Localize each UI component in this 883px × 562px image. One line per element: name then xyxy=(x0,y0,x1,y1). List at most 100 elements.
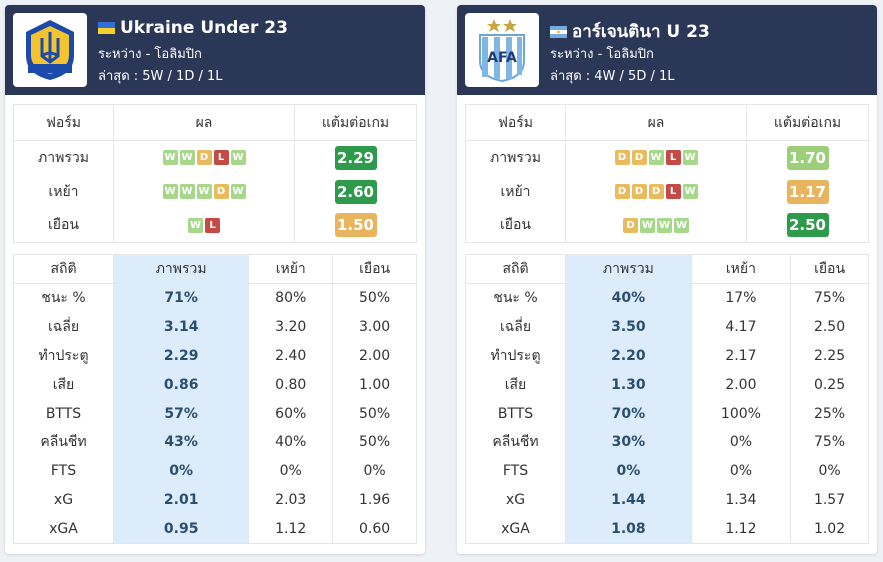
ppg-header: แต้มต่อเกม xyxy=(294,104,417,141)
result-pill: W xyxy=(648,150,664,166)
stat-overall: 40% xyxy=(565,283,692,313)
stat-home: 1.12 xyxy=(248,514,333,544)
table-row: ทำประตู 2.29 2.40 2.00 xyxy=(14,341,417,371)
overall-header: ภาพรวม xyxy=(112,254,249,284)
stat-home: 2.00 xyxy=(690,370,791,400)
ppg-cell: 1.17 xyxy=(746,174,869,209)
stat-away: 0% xyxy=(790,456,869,486)
stat-home: 4.17 xyxy=(690,312,791,342)
stat-overall: 43% xyxy=(112,427,249,457)
stat-away: 2.25 xyxy=(790,341,869,371)
away-header: เยือน xyxy=(790,254,869,284)
stat-home: 3.20 xyxy=(248,312,333,342)
stats-header: สถิติ xyxy=(465,254,566,284)
away-header: เยือน xyxy=(332,254,417,284)
ppg-badge: 2.29 xyxy=(334,145,377,170)
home-header: เหย้า xyxy=(690,254,791,284)
stat-label: BTTS xyxy=(497,405,534,422)
table-row: เฉลี่ย 3.50 4.17 2.50 xyxy=(466,312,869,342)
stat-overall: 0.95 xyxy=(112,514,249,544)
result-pill: W xyxy=(230,184,246,199)
competition-text: ระหว่าง - โอลิมปิก xyxy=(98,47,202,62)
stat-home: 0% xyxy=(690,427,791,457)
team-header: Ukraine Under 23 ระหว่าง - โอลิมปิก ล่าส… xyxy=(5,5,425,95)
table-row: ทำประตู 2.20 2.17 2.25 xyxy=(466,341,869,371)
afa-crest-text: AFA xyxy=(487,50,517,66)
table-row: xG 2.01 2.03 1.96 xyxy=(14,485,417,515)
stat-away: 0% xyxy=(332,456,417,486)
ukraine-federation-crest-icon xyxy=(26,20,74,80)
stat-label: เฉลี่ย xyxy=(499,318,532,335)
form-header: ฟอร์ม xyxy=(13,104,114,141)
stat-away: 0.25 xyxy=(790,370,869,400)
stat-overall: 0.86 xyxy=(112,370,249,400)
stat-label: เสีย xyxy=(504,376,527,393)
table-row: FTS 0% 0% 0% xyxy=(14,456,417,486)
stat-away: 1.00 xyxy=(332,370,417,400)
stat-overall: 57% xyxy=(112,399,249,428)
stat-away: 2.00 xyxy=(332,341,417,371)
form-row-label: เหย้า xyxy=(500,183,531,200)
ppg-cell: 2.50 xyxy=(746,208,869,243)
result-header: ผล xyxy=(565,104,747,141)
ppg-badge: 1.17 xyxy=(786,179,829,204)
stat-home: 1.34 xyxy=(690,485,791,515)
stat-home: 17% xyxy=(690,283,791,313)
team-name[interactable]: Ukraine Under 23 xyxy=(98,18,288,38)
stat-away: 2.50 xyxy=(790,312,869,342)
table-row: ชนะ % 40% 17% 75% xyxy=(466,283,869,313)
stat-home: 0.80 xyxy=(248,370,333,400)
stat-home: 2.40 xyxy=(248,341,333,371)
result-pill: W xyxy=(230,150,246,166)
stat-away: 1.02 xyxy=(790,514,869,544)
stat-away: 50% xyxy=(332,283,417,313)
ppg-badge: 1.70 xyxy=(786,145,829,170)
result-pill: D xyxy=(631,150,647,166)
stat-overall: 0% xyxy=(112,456,249,486)
stat-label: ชนะ % xyxy=(493,290,538,307)
result-pill: W xyxy=(682,184,698,199)
table-row: คลีนชีท 30% 0% 75% xyxy=(466,427,869,457)
stat-home: 80% xyxy=(248,283,333,313)
stat-overall: 1.44 xyxy=(565,485,692,515)
result-header: ผล xyxy=(113,104,295,141)
result-pill: W xyxy=(196,184,212,199)
stat-label: FTS xyxy=(502,463,529,480)
table-row: เสีย 1.30 2.00 0.25 xyxy=(466,370,869,400)
stat-away: 25% xyxy=(790,399,869,428)
ukraine-flag-icon xyxy=(98,22,115,34)
stat-label: ทำประตู xyxy=(490,347,541,364)
stat-overall: 2.29 xyxy=(112,341,249,371)
ppg-cell: 1.50 xyxy=(294,208,417,243)
form-row-label: ภาพรวม xyxy=(490,149,541,166)
team-card-home: Ukraine Under 23 ระหว่าง - โอลิมปิก ล่าส… xyxy=(5,5,425,554)
stat-overall: 0% xyxy=(565,456,692,486)
stat-away: 50% xyxy=(332,399,417,428)
stat-label: xG xyxy=(53,492,74,509)
overall-header: ภาพรวม xyxy=(565,254,692,284)
stats-table: สถิติ ภาพรวม เหย้า เยือน ชนะ % 40% 17% 75% เ… xyxy=(465,254,869,545)
recent-record-text: ล่าสุด : 5W / 1D / 1L xyxy=(98,69,223,84)
stat-away: 75% xyxy=(790,283,869,313)
result-pill: D xyxy=(196,150,212,166)
stat-overall: 1.30 xyxy=(565,370,692,400)
stat-away: 0.60 xyxy=(332,514,417,544)
result-pill: W xyxy=(179,150,195,166)
stats-table: สถิติ ภาพรวม เหย้า เยือน ชนะ % 71% 80% 50% เ… xyxy=(13,254,417,545)
team-name[interactable]: อาร์เจนตินา U 23 xyxy=(550,18,710,45)
stat-overall: 3.14 xyxy=(112,312,249,342)
stat-home: 40% xyxy=(248,427,333,457)
result-pill: D xyxy=(614,184,630,199)
table-row: คลีนชีท 43% 40% 50% xyxy=(14,427,417,457)
stat-home: 2.03 xyxy=(248,485,333,515)
table-row: ชนะ % 71% 80% 50% xyxy=(14,283,417,313)
stat-away: 3.00 xyxy=(332,312,417,342)
stat-overall: 2.01 xyxy=(112,485,249,515)
